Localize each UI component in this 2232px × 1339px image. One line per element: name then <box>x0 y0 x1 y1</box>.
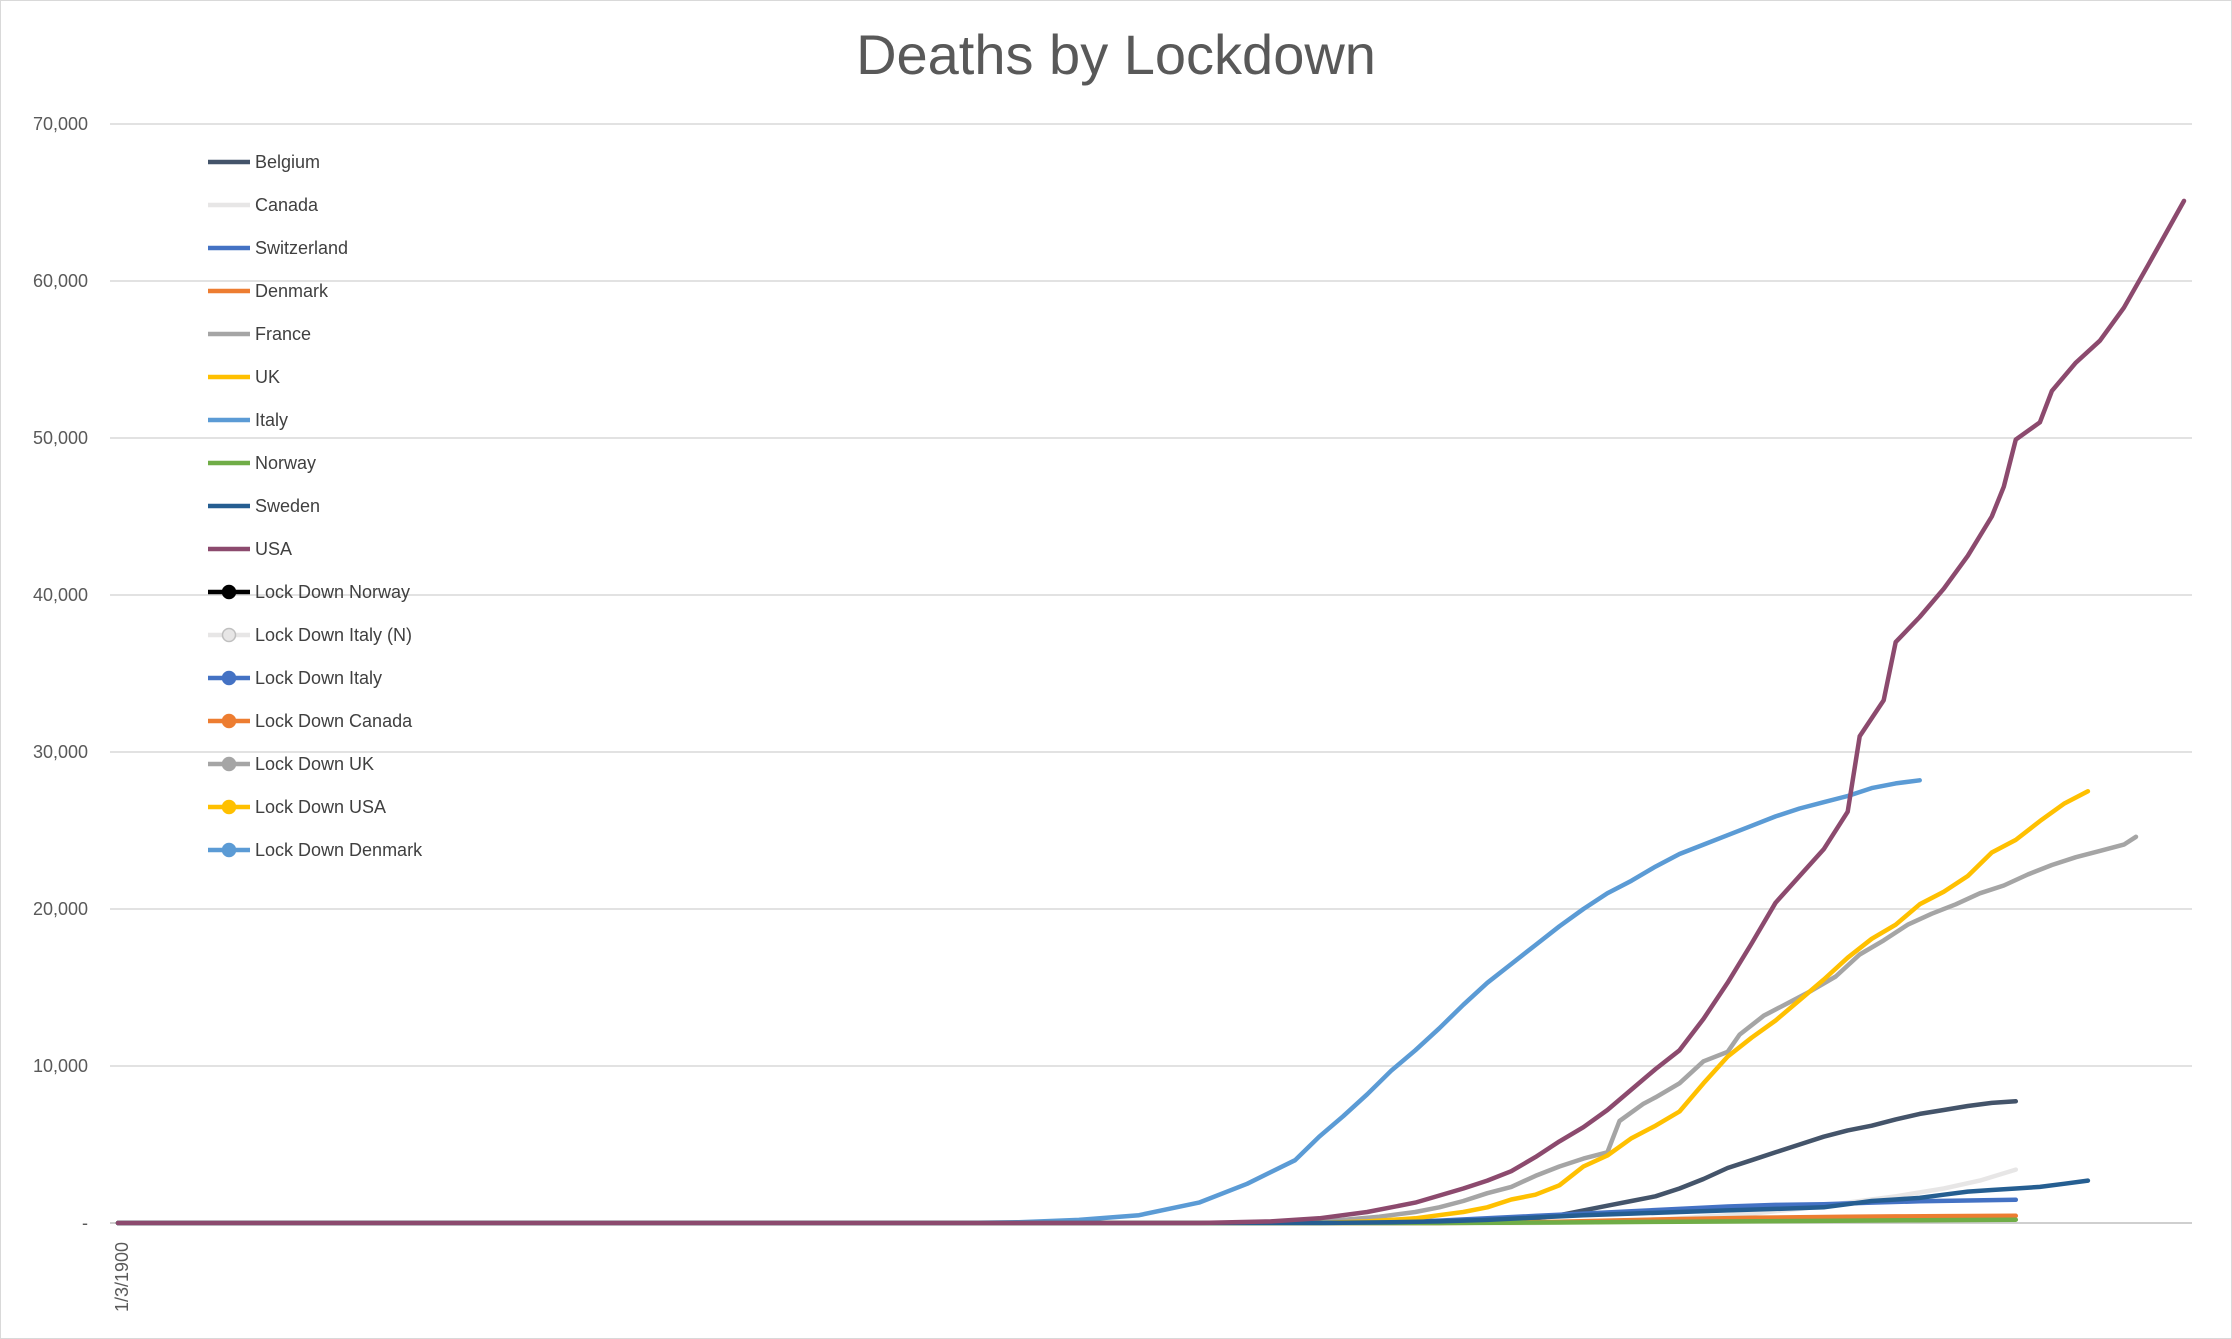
series-lines <box>115 198 2187 1226</box>
legend-item: Canada <box>208 195 319 215</box>
legend-item: France <box>208 324 311 344</box>
legend-label: Switzerland <box>255 238 348 258</box>
y-tick-label: 70,000 <box>33 114 88 134</box>
legend-label: Lock Down Norway <box>255 582 410 602</box>
legend-item: Belgium <box>208 152 320 172</box>
legend-label: Lock Down UK <box>255 754 374 774</box>
legend-label: Lock Down Denmark <box>255 840 423 860</box>
legend-marker <box>221 670 237 686</box>
legend-marker <box>221 799 237 815</box>
legend-marker <box>221 584 237 600</box>
series-line-sweden <box>115 1178 2091 1226</box>
legend-label: Lock Down Italy <box>255 668 382 688</box>
series-line-france <box>115 834 2139 1226</box>
legend-marker <box>221 756 237 772</box>
legend-label: France <box>255 324 311 344</box>
legend-item: Lock Down Denmark <box>208 840 423 860</box>
y-tick-label: - <box>82 1213 88 1233</box>
y-tick-label: 20,000 <box>33 899 88 919</box>
y-tick-label: 40,000 <box>33 585 88 605</box>
legend-item: Lock Down Italy <box>208 668 382 688</box>
series-line-canada <box>115 1167 2019 1226</box>
y-axis-ticks: - 10,000 20,000 30,000 40,000 50,000 60,000 70,… <box>33 114 88 1233</box>
y-tick-label: 30,000 <box>33 742 88 762</box>
legend-label: USA <box>255 539 292 559</box>
legend-item: UK <box>208 367 280 387</box>
x-tick-label: 1/3/1900 <box>112 1242 132 1312</box>
legend-item: Lock Down UK <box>208 754 374 774</box>
legend-marker <box>221 627 237 643</box>
legend-label: UK <box>255 367 280 387</box>
series-line-italy <box>115 778 1922 1226</box>
legend-item: Lock Down USA <box>208 797 386 817</box>
legend-label: Lock Down Canada <box>255 711 413 731</box>
legend-item: Lock Down Canada <box>208 711 413 731</box>
legend-item: Italy <box>208 410 288 430</box>
series-line-uk <box>115 789 2091 1226</box>
legend: Belgium Canada Switzerland Denmark France UK I… <box>208 152 423 860</box>
y-tick-label: 50,000 <box>33 428 88 448</box>
series-line-usa <box>115 198 2187 1226</box>
legend-label: Lock Down USA <box>255 797 386 817</box>
legend-marker <box>221 842 237 858</box>
legend-marker <box>221 713 237 729</box>
legend-label: Sweden <box>255 496 320 516</box>
legend-label: Denmark <box>255 281 329 301</box>
legend-item: Lock Down Italy (N) <box>208 625 412 645</box>
y-tick-label: 10,000 <box>33 1056 88 1076</box>
legend-label: Norway <box>255 453 316 473</box>
legend-label: Belgium <box>255 152 320 172</box>
chart-title: Deaths by Lockdown <box>856 23 1376 86</box>
legend-label: Canada <box>255 195 319 215</box>
gridlines <box>110 123 2192 1224</box>
legend-item: USA <box>208 539 292 559</box>
legend-label: Italy <box>255 410 288 430</box>
legend-item: Denmark <box>208 281 329 301</box>
legend-item: Switzerland <box>208 238 348 258</box>
y-tick-label: 60,000 <box>33 271 88 291</box>
legend-item: Lock Down Norway <box>208 582 410 602</box>
legend-label: Lock Down Italy (N) <box>255 625 412 645</box>
legend-item: Sweden <box>208 496 320 516</box>
legend-item: Norway <box>208 453 316 473</box>
x-axis-ticks: 1/3/1900 <box>112 1242 132 1312</box>
